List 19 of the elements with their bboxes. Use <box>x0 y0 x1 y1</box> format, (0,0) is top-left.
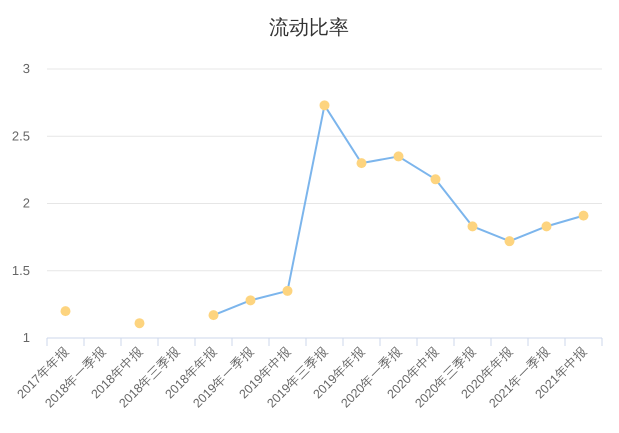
point <box>60 306 70 316</box>
point <box>282 286 292 296</box>
point <box>394 151 404 162</box>
point <box>134 318 144 328</box>
point <box>542 221 552 232</box>
y-tick-label: 2.5 <box>12 128 30 144</box>
point <box>468 221 478 232</box>
point <box>320 100 330 110</box>
point <box>430 174 440 184</box>
point <box>504 236 514 246</box>
y-tick-label: 3 <box>22 61 30 76</box>
point <box>208 310 218 320</box>
chart-title: 流动比率 <box>269 17 349 39</box>
y-tick-label: 1 <box>22 330 30 345</box>
y-tick-label: 2 <box>22 196 30 210</box>
y-tick-label: 1.5 <box>12 262 30 278</box>
point <box>356 158 366 168</box>
point <box>246 295 256 306</box>
point <box>578 210 588 221</box>
